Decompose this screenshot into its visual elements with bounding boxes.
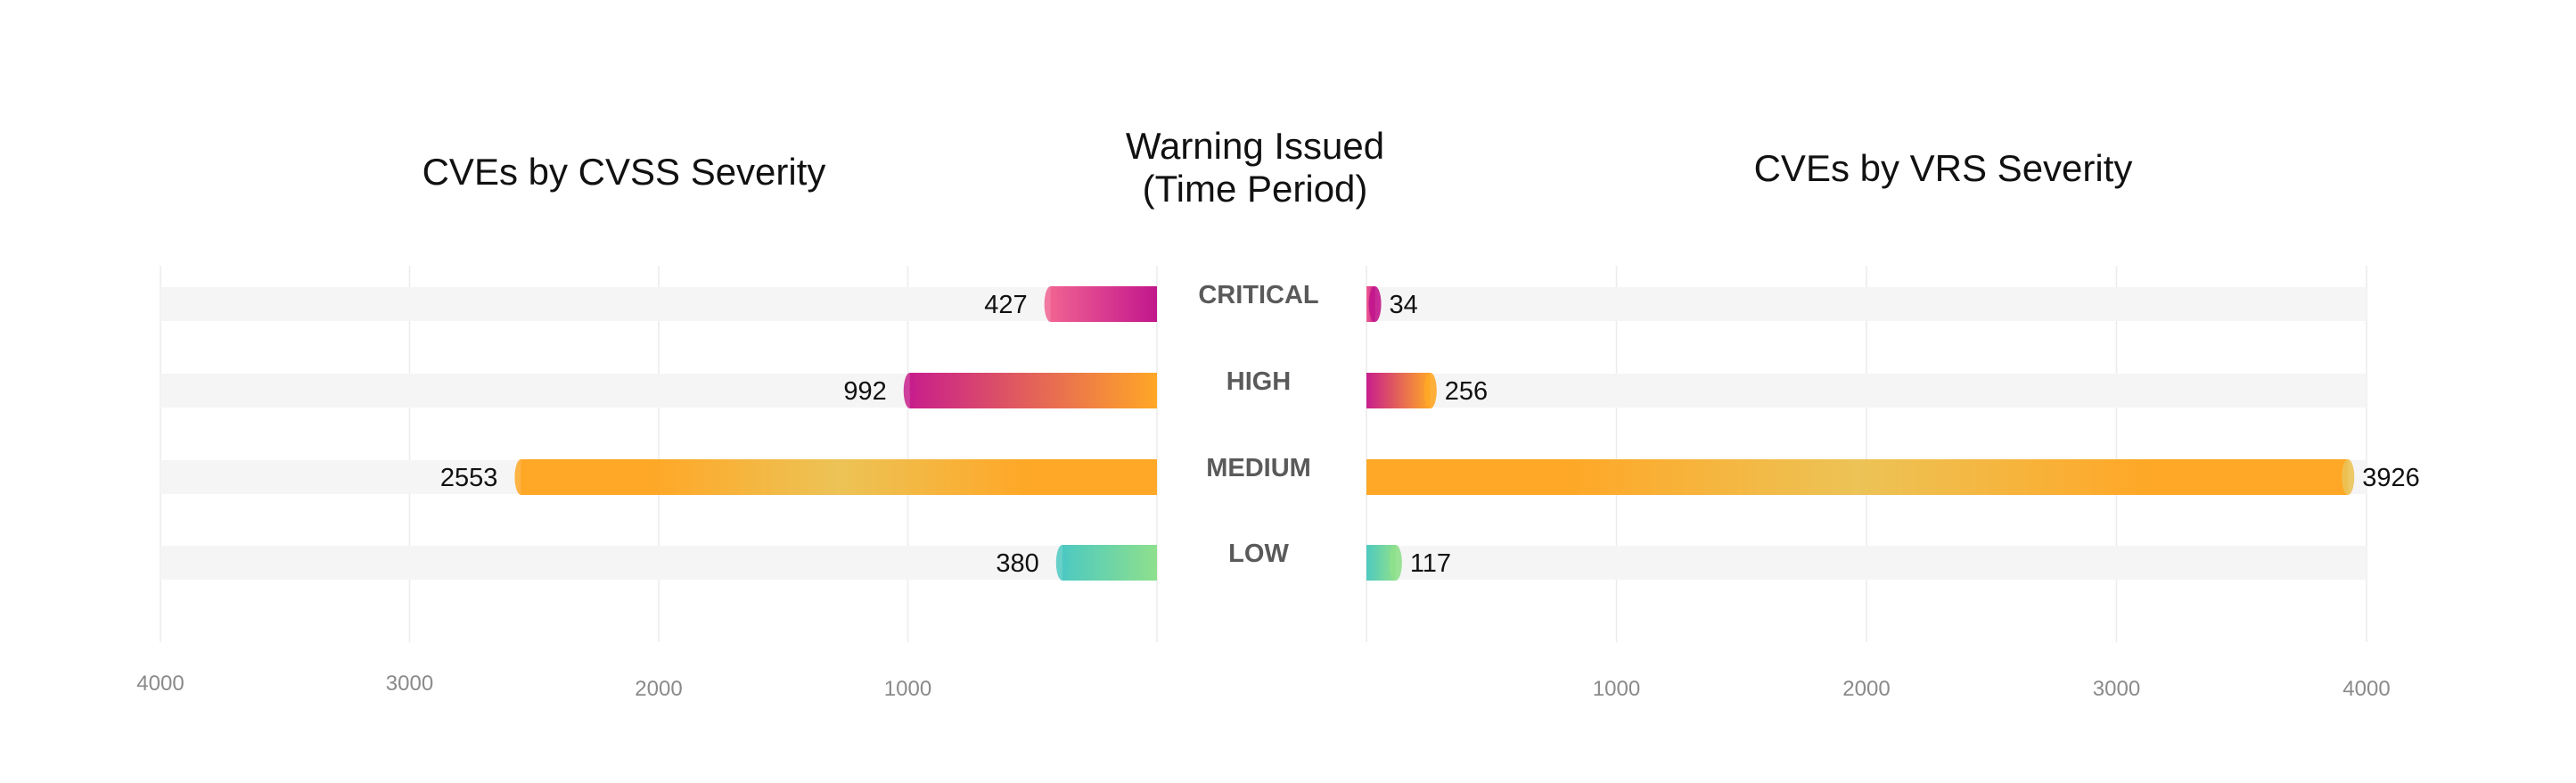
right-bar-cap-critical — [1368, 286, 1382, 322]
left-chart-title: CVEs by CVSS Severity — [422, 151, 826, 193]
right-tick-label-2000: 2000 — [1842, 677, 1890, 701]
tick-layer: 1000 2000 3000 4000 1000 2000 3000 4000 — [136, 672, 2390, 701]
category-label-medium: MEDIUM — [1206, 454, 1311, 482]
right-tick-label-1000: 1000 — [1593, 677, 1640, 701]
right-value-label-critical: 34 — [1390, 291, 1418, 319]
category-label-low: LOW — [1228, 540, 1289, 568]
category-label-critical: CRITICAL — [1198, 281, 1318, 309]
left-tick-label-4000: 4000 — [136, 672, 184, 696]
left-tick-label-3000: 3000 — [386, 672, 433, 696]
right-bar-high — [1366, 373, 1431, 408]
right-value-label-medium: 3926 — [2362, 464, 2420, 492]
left-bar-cap-high — [903, 373, 916, 408]
left-value-label-critical: 427 — [984, 291, 1027, 319]
label-layer: 427 34 CRITICAL 992 256 HIGH 2553 3926 MEDIUM 380… — [440, 281, 2420, 578]
left-track-low — [160, 546, 1157, 580]
left-bar-cap-critical — [1044, 286, 1057, 322]
right-chart-title: CVEs by VRS Severity — [1754, 147, 2133, 189]
left-bar-low — [1062, 545, 1157, 581]
left-value-label-medium: 2553 — [440, 464, 498, 492]
right-track-high — [1366, 374, 2367, 408]
right-value-label-high: 256 — [1445, 377, 1488, 406]
right-track-low — [1366, 546, 2367, 580]
left-value-label-low: 380 — [996, 549, 1038, 578]
category-label-high: HIGH — [1226, 367, 1292, 396]
right-bar-cap-high — [1423, 373, 1437, 408]
left-value-label-high: 992 — [843, 377, 886, 406]
right-bar-cap-low — [1389, 545, 1402, 581]
right-track-critical — [1366, 287, 2367, 321]
right-bar-cap-medium — [2342, 459, 2355, 495]
center-title-line-2: (Time Period) — [1143, 168, 1368, 210]
left-tick-label-2000: 2000 — [635, 677, 682, 701]
right-bar-medium — [1366, 459, 2349, 495]
left-bar-medium — [521, 459, 1157, 495]
center-title-line-1: Warning Issued — [1126, 125, 1384, 167]
left-bar-cap-medium — [514, 459, 528, 495]
left-bar-critical — [1050, 286, 1157, 322]
right-tick-label-3000: 3000 — [2093, 677, 2140, 701]
left-bar-high — [909, 373, 1157, 408]
track-layer — [160, 287, 2367, 580]
right-value-label-low: 117 — [1410, 549, 1451, 578]
left-track-critical — [160, 287, 1157, 321]
left-tick-label-1000: 1000 — [884, 677, 931, 701]
left-bar-cap-low — [1055, 545, 1069, 581]
right-tick-label-4000: 4000 — [2342, 677, 2390, 701]
bar-layer — [514, 286, 2355, 581]
